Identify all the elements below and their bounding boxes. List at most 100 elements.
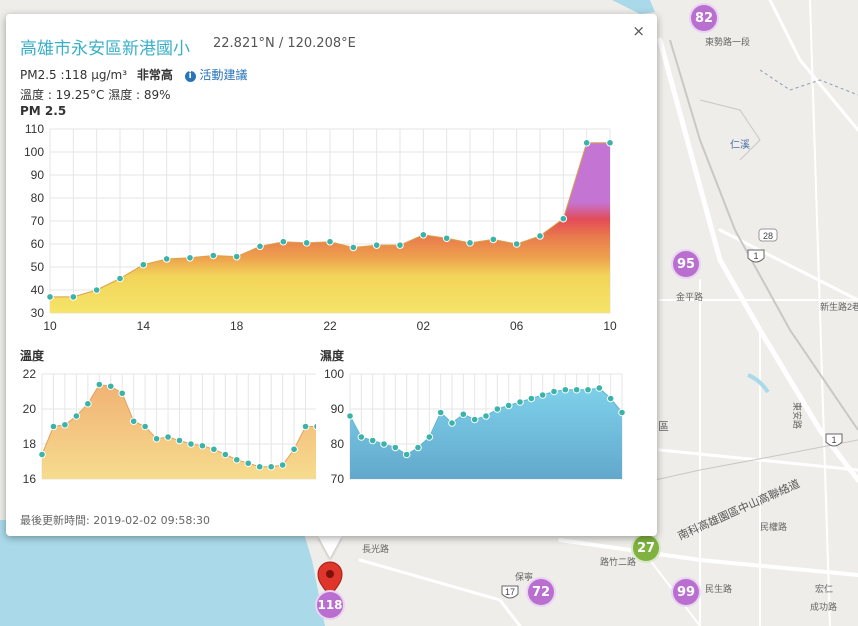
pm-data-point [536, 232, 544, 240]
temp-y-tick-label: 18 [23, 437, 37, 451]
pm-y-tick-label: 40 [31, 283, 45, 297]
pm-y-tick-label: 30 [31, 306, 45, 320]
hum-data-point [550, 387, 558, 396]
map-label-xinsheng: 新生路2巷 [820, 301, 858, 312]
aqi-marker[interactable]: 82 [689, 3, 719, 33]
temp-data-point [175, 436, 184, 445]
temp-data-point [164, 433, 172, 441]
aqi-marker[interactable]: 27 [631, 533, 661, 563]
station-title: 高雄市永安區新港國小 [20, 39, 190, 59]
map-label-minsheng: 民生路 [705, 583, 732, 594]
pm-y-tick-label: 80 [31, 191, 45, 205]
info-icon[interactable]: i [184, 71, 196, 82]
temp-data-point [290, 445, 298, 454]
hum-data-point [606, 394, 615, 403]
temp-data-point [232, 455, 241, 464]
hum-data-point [527, 394, 536, 403]
location-pin-icon[interactable] [317, 561, 343, 597]
pm-line: PM2.5 :118 μg/m³ 非常高 i 活動建議 [20, 66, 248, 83]
temperature-chart: 16 18 20 22 [23, 367, 316, 486]
road-shield-28: 28 [758, 228, 778, 242]
pm-data-point [582, 139, 591, 147]
aqi-marker[interactable]: 95 [671, 249, 701, 279]
temp-data-point [106, 382, 115, 391]
hum-data-point [436, 408, 445, 417]
hum-data-point [470, 415, 479, 424]
road-shield-17: 17 [501, 585, 519, 599]
temp-area [42, 384, 316, 479]
pm-data-point [46, 293, 54, 301]
hum-area [350, 388, 622, 479]
temp-data-point [313, 422, 316, 431]
hum-y-tick-label: 100 [324, 367, 344, 381]
temp-data-point [152, 434, 161, 443]
temp-data-point [141, 422, 149, 431]
pm-y-tick-label: 50 [31, 260, 45, 274]
map-label-district: 區 [658, 420, 669, 433]
map-label-minquan: 民權路 [760, 521, 787, 532]
pm-y-tick-label: 110 [25, 122, 44, 136]
temp-data-point [244, 459, 253, 468]
pm-data-point [279, 237, 288, 246]
map-label-dongshi: 東勢路一段 [705, 36, 750, 47]
pm-data-point [372, 241, 381, 249]
road-shield-1: 1 [747, 249, 765, 263]
hum-data-point [391, 443, 400, 452]
pm-data-point [139, 260, 148, 269]
temp-data-point [267, 462, 275, 471]
temp-data-point [38, 450, 46, 459]
hum-data-point [380, 440, 388, 448]
pm-data-point [512, 240, 521, 248]
temp-y-tick-label: 16 [23, 472, 37, 486]
last-updated: 最後更新時間: 2019-02-02 09:58:30 [20, 514, 211, 527]
pm-data-point [606, 139, 614, 147]
temp-data-point [61, 420, 69, 429]
activity-advice-link[interactable]: 活動建議 [199, 68, 248, 82]
sea [0, 520, 325, 626]
hum-data-point [357, 433, 366, 441]
pm-y-tick-label: 60 [31, 237, 45, 251]
hum-data-point [504, 401, 513, 410]
popup-tail [318, 536, 342, 558]
temp-data-point [221, 450, 230, 459]
pm-data-point [466, 239, 474, 247]
pm-data-point [442, 234, 451, 243]
temp-data-point [198, 441, 207, 450]
hum-data-point [584, 385, 592, 394]
pm-x-tick-label: 14 [137, 319, 151, 333]
road-diag [718, 228, 858, 302]
temp-data-point [210, 445, 218, 454]
map-label-river: 仁溪 [730, 139, 750, 151]
pm-x-tick-label: 10 [43, 319, 57, 333]
pm-x-tick-label: 18 [230, 319, 244, 333]
aqi-marker[interactable]: 99 [671, 577, 701, 607]
hum-data-point [402, 450, 411, 459]
temp-y-tick-label: 22 [23, 367, 37, 381]
hum-data-point [493, 405, 502, 413]
pm-chart-title: PM 2.5 [20, 104, 67, 118]
hum-data-point [561, 385, 570, 394]
pm-data-point [302, 239, 311, 247]
pm-y-tick-label: 100 [24, 145, 44, 159]
temp-data-point [278, 461, 287, 469]
temp-data-point [95, 380, 104, 389]
pm-area [50, 142, 610, 313]
close-button[interactable]: × [632, 22, 645, 40]
hum-data-point [595, 384, 604, 392]
pm-data-point [326, 237, 334, 246]
pm-level: 非常高 [136, 68, 173, 82]
hum-data-point [346, 412, 354, 420]
temp-data-point [72, 412, 81, 420]
humidity-chart: 70 80 90 100 [324, 367, 626, 486]
hum-data-point [368, 436, 377, 445]
aqi-marker-selected[interactable]: 118 [315, 590, 345, 620]
pm-data-point [92, 286, 101, 294]
pm-y-tick-label: 70 [31, 214, 45, 228]
hum-data-point [618, 408, 626, 417]
map-label-luzhu: 路竹二路 [600, 556, 636, 567]
pm25-chart: 30 40 50 60 70 80 90 100 110 10 14 18 22 02 06 10 [24, 122, 617, 333]
pm-data-point [419, 231, 428, 239]
aqi-marker[interactable]: 72 [526, 577, 556, 607]
temp-chart-title: 溫度 [20, 349, 45, 363]
temp-y-tick-label: 20 [23, 402, 37, 416]
